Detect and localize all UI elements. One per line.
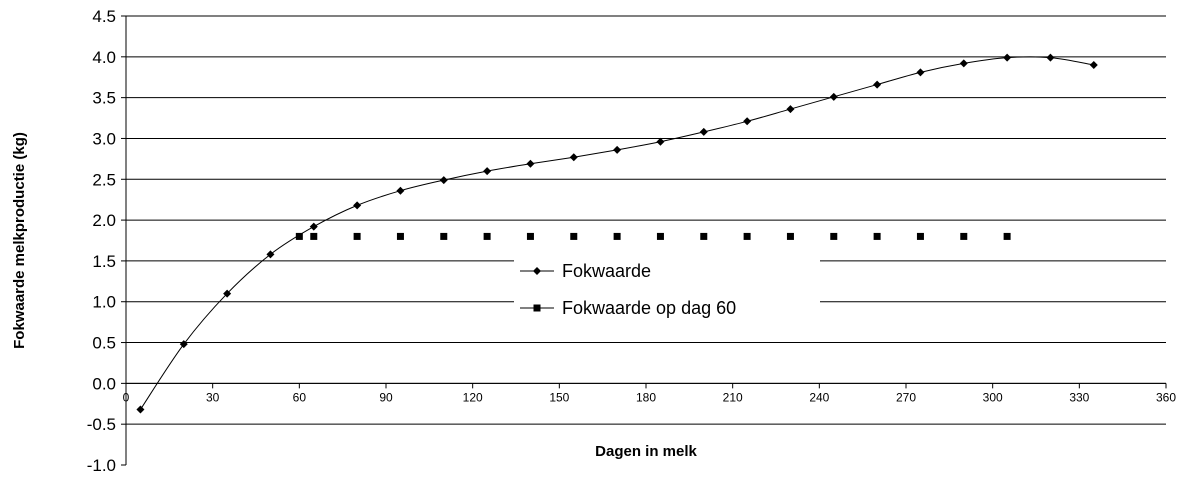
x-tick-label: 30 — [206, 390, 220, 404]
x-tick-label: 330 — [1069, 390, 1089, 404]
y-tick-label: 0.0 — [92, 374, 116, 393]
data-point-0-18 — [916, 68, 925, 77]
data-point-0-6 — [396, 186, 405, 195]
data-point-0-13 — [699, 127, 708, 136]
y-tick-label: -0.5 — [87, 415, 116, 434]
data-point-1-11 — [743, 232, 751, 240]
data-point-0-14 — [743, 117, 752, 126]
x-tick-label: 150 — [549, 390, 569, 404]
y-tick-label: -1.0 — [87, 456, 116, 475]
data-point-1-1 — [310, 232, 318, 240]
y-tick-label: 4.5 — [92, 7, 116, 26]
series-0 — [136, 53, 1098, 414]
data-point-1-16 — [960, 232, 968, 240]
data-point-0-7 — [439, 176, 448, 185]
data-point-1-4 — [440, 232, 448, 240]
data-point-0-10 — [569, 153, 578, 162]
series-1 — [295, 232, 1011, 240]
axes — [121, 15, 1167, 466]
data-point-0-3 — [266, 250, 275, 259]
data-point-0-8 — [483, 167, 492, 176]
x-axis-title: Dagen in melk — [595, 443, 697, 460]
data-point-1-13 — [830, 232, 838, 240]
y-tick-label: 3.5 — [92, 89, 116, 108]
y-tick-label: 1.0 — [92, 293, 116, 312]
data-point-0-15 — [786, 105, 795, 114]
data-point-0-0 — [136, 405, 145, 414]
data-point-0-20 — [1003, 53, 1012, 62]
y-tick-label: 1.5 — [92, 252, 116, 271]
data-point-0-5 — [353, 201, 362, 210]
data-point-1-9 — [656, 232, 664, 240]
data-point-0-11 — [613, 145, 622, 154]
y-tick-label: 4.0 — [92, 48, 116, 67]
x-tick-label: 360 — [1156, 390, 1176, 404]
x-tick-labels: 0 30 60 90 120 150 180 210 240 270 300 330 360 — [123, 390, 1177, 404]
legend-label-0: Fokwaarde — [562, 261, 651, 281]
data-point-1-8 — [613, 232, 621, 240]
data-point-1-5 — [483, 232, 491, 240]
y-tick-label: 0.5 — [92, 334, 116, 353]
x-tick-label: 120 — [463, 390, 483, 404]
data-point-1-12 — [786, 232, 794, 240]
legend-label-1: Fokwaarde op dag 60 — [562, 298, 736, 318]
x-tick-label: 210 — [723, 390, 743, 404]
data-point-0-2 — [223, 289, 232, 298]
y-tick-label: 2.0 — [92, 211, 116, 230]
data-point-1-6 — [526, 232, 534, 240]
x-tick-label: 240 — [809, 390, 829, 404]
data-point-0-1 — [179, 340, 188, 349]
legend: Fokwaarde Fokwaarde op dag 60 — [514, 259, 820, 321]
x-tick-label: 90 — [379, 390, 393, 404]
data-point-1-2 — [353, 232, 361, 240]
data-point-0-12 — [656, 137, 665, 146]
data-point-1-0 — [295, 232, 303, 240]
legend-marker-1 — [533, 304, 541, 312]
gridlines — [126, 15, 1166, 425]
series-layer — [136, 53, 1098, 414]
x-tick-label: 270 — [896, 390, 916, 404]
legend-background — [514, 259, 820, 321]
y-tick-label: 3.0 — [92, 129, 116, 148]
y-tick-label: 2.5 — [92, 170, 116, 189]
data-point-1-14 — [873, 232, 881, 240]
legend-marker-0 — [533, 267, 541, 275]
data-point-0-16 — [829, 92, 838, 101]
y-axis-title: Fokwaarde melkproductie (kg) — [11, 132, 28, 349]
data-point-1-17 — [1003, 232, 1011, 240]
data-point-1-15 — [916, 232, 924, 240]
x-tick-label: 60 — [293, 390, 307, 404]
data-point-0-21 — [1046, 53, 1055, 62]
data-point-0-17 — [873, 80, 882, 89]
y-tick-labels: -1.0 -0.5 0.0 0.5 1.0 1.5 2.0 2.5 3.0 3.5 4.0 4.5 — [87, 7, 116, 475]
x-tick-label: 0 — [123, 390, 130, 404]
data-point-1-7 — [570, 232, 578, 240]
data-point-0-22 — [1089, 60, 1098, 69]
data-point-0-4 — [309, 222, 318, 231]
x-tick-label: 180 — [636, 390, 656, 404]
data-point-0-19 — [959, 59, 968, 68]
x-tick-label: 300 — [983, 390, 1003, 404]
data-point-0-9 — [526, 159, 535, 168]
data-point-1-10 — [700, 232, 708, 240]
data-point-1-3 — [396, 232, 404, 240]
